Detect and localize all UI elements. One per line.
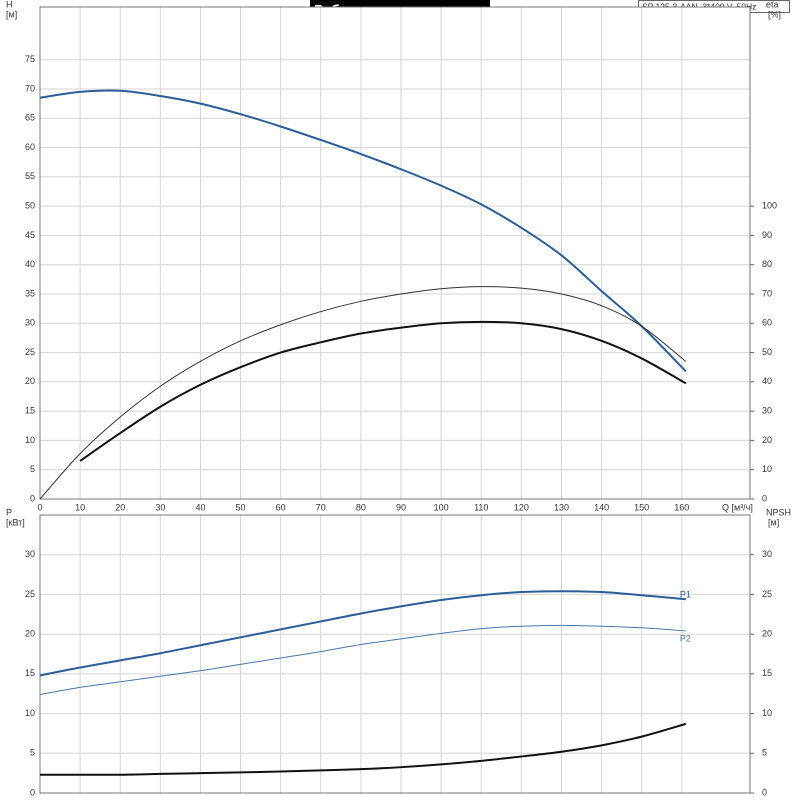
y2-tick-label: 40 xyxy=(762,376,772,386)
curve xyxy=(39,286,687,500)
y2-tick-label: 30 xyxy=(762,549,772,559)
x-tick-label: 80 xyxy=(356,502,366,512)
y-tick-label: 30 xyxy=(25,549,35,559)
y-tick-label: 0 xyxy=(30,787,35,797)
x-tick-label: 20 xyxy=(115,502,125,512)
curve xyxy=(79,320,687,462)
x-axis-label: Q [м³/ч] xyxy=(722,502,753,512)
y2-axis-unit: [%] xyxy=(768,9,781,19)
y2-tick-label: 50 xyxy=(762,347,772,357)
y2-axis-label: NPSH xyxy=(766,507,791,517)
y-tick-label: 25 xyxy=(25,347,35,357)
y2-tick-label: 20 xyxy=(762,629,772,639)
y-tick-label: 10 xyxy=(25,708,35,718)
y2-axis-label: eta xyxy=(766,0,779,9)
x-tick-label: 30 xyxy=(155,502,165,512)
x-tick-label: 60 xyxy=(276,502,286,512)
y-tick-label: 20 xyxy=(25,376,35,386)
series-label: P1 xyxy=(680,590,691,600)
x-tick-label: 160 xyxy=(674,502,689,512)
y2-tick-label: 0 xyxy=(762,493,767,503)
y-tick-label: 50 xyxy=(25,201,35,211)
y-tick-label: 30 xyxy=(25,318,35,328)
y-axis-unit: [кВт] xyxy=(6,517,25,527)
x-tick-label: 40 xyxy=(195,502,205,512)
y-tick-label: 5 xyxy=(30,748,35,758)
y2-tick-label: 25 xyxy=(762,589,772,599)
y2-tick-label: 5 xyxy=(762,748,767,758)
y2-tick-label: 70 xyxy=(762,288,772,298)
y-tick-label: 60 xyxy=(25,142,35,152)
y2-tick-label: 15 xyxy=(762,668,772,678)
y-tick-label: 70 xyxy=(25,83,35,93)
y-axis-label: P xyxy=(6,507,12,517)
plot-area xyxy=(40,7,750,499)
y2-axis-unit: [м] xyxy=(768,517,779,527)
y2-tick-label: 0 xyxy=(762,787,767,797)
y-tick-label: 0 xyxy=(30,493,35,503)
x-tick-label: 0 xyxy=(37,502,42,512)
y-tick-label: 75 xyxy=(25,54,35,64)
y-tick-label: 20 xyxy=(25,629,35,639)
y-tick-label: 65 xyxy=(25,113,35,123)
x-tick-label: 100 xyxy=(434,502,449,512)
plot-frame xyxy=(39,514,751,794)
y-tick-label: 45 xyxy=(25,230,35,240)
plot-area xyxy=(40,515,750,793)
y2-tick-label: 10 xyxy=(762,464,772,474)
y-tick-label: 35 xyxy=(25,288,35,298)
x-tick-label: 110 xyxy=(474,502,488,512)
x-tick-label: 50 xyxy=(236,502,246,512)
y-axis-unit: [м] xyxy=(6,9,17,19)
y-tick-label: 55 xyxy=(25,171,35,181)
x-tick-label: 10 xyxy=(75,502,85,512)
y-tick-label: 25 xyxy=(25,589,35,599)
y2-tick-label: 10 xyxy=(762,708,772,718)
curve xyxy=(40,722,687,776)
curve xyxy=(39,590,686,677)
y2-tick-label: 60 xyxy=(762,318,772,328)
curve xyxy=(39,624,686,696)
y-tick-label: 15 xyxy=(25,406,35,416)
x-tick-label: 140 xyxy=(594,502,609,512)
y2-tick-label: 100 xyxy=(762,201,777,211)
x-tick-label: 120 xyxy=(514,502,529,512)
series-label: P2 xyxy=(680,633,691,643)
x-tick-label: 70 xyxy=(316,502,326,512)
y-tick-label: 5 xyxy=(30,464,35,474)
y2-tick-label: 90 xyxy=(762,230,772,240)
plot-frame xyxy=(39,6,751,500)
y2-tick-label: 80 xyxy=(762,259,772,269)
curve xyxy=(39,89,687,373)
x-tick-label: 90 xyxy=(396,502,406,512)
x-tick-label: 130 xyxy=(554,502,569,512)
y-axis-label: H xyxy=(6,0,13,9)
y-tick-label: 10 xyxy=(25,435,35,445)
x-tick-label: 150 xyxy=(634,502,649,512)
y2-tick-label: 20 xyxy=(762,435,772,445)
y-tick-label: 15 xyxy=(25,668,35,678)
y2-tick-label: 30 xyxy=(762,406,772,416)
y-tick-label: 40 xyxy=(25,259,35,269)
model-label: SP 125-3-AAN, 3*400 V, 50Hz xyxy=(642,1,756,11)
